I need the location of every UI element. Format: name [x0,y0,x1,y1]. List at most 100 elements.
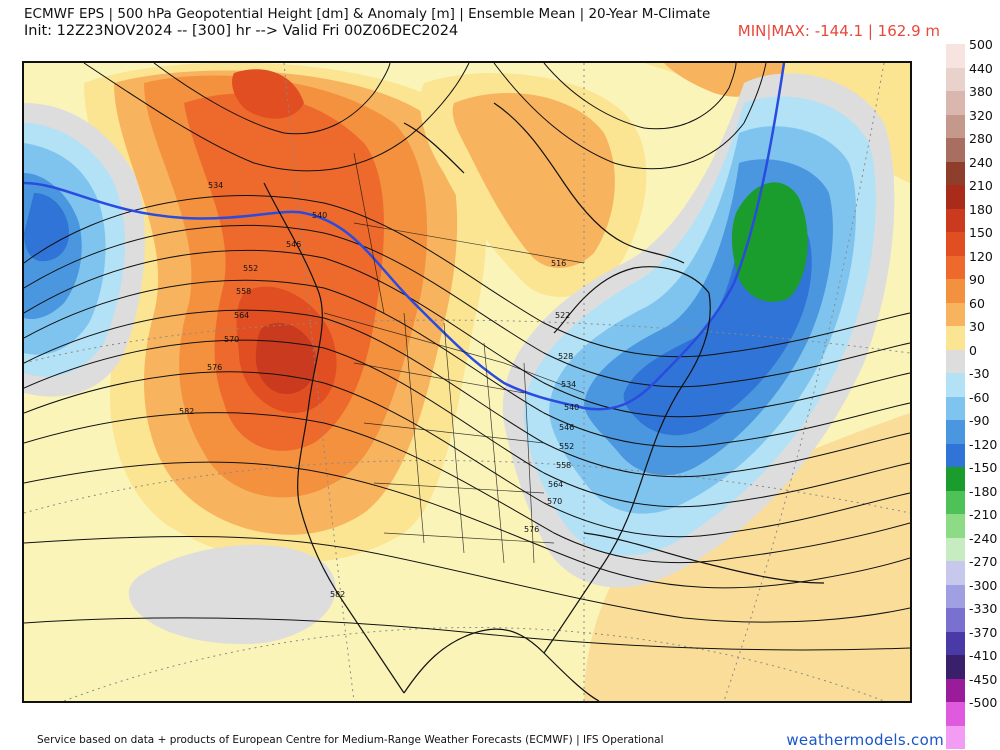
contour-label: 564 [548,480,563,489]
legend-item: 180 [946,202,1000,232]
positive-anomaly-canada [420,73,647,297]
legend-item: -150 [946,460,1000,491]
legend-item: -300 [946,578,1000,608]
contour-label: 552 [243,264,258,273]
contour-label: 570 [224,335,239,344]
legend-swatch [946,702,965,726]
legend-item: -410 [946,648,1000,679]
legend-swatch [946,467,965,491]
legend-item: -210 [946,507,1000,538]
legend-swatch [946,678,965,702]
legend-label: -120 [969,436,998,452]
legend-swatch [946,185,965,209]
legend-item: 120 [946,249,1000,279]
legend-swatch [946,608,965,632]
height-contours [24,63,910,651]
legend-item: -450 [946,672,1000,702]
map-title: ECMWF EPS | 500 hPa Geopotential Height … [24,6,711,22]
legend-item: -500 [946,695,1000,726]
legend-label: 120 [969,248,993,264]
contour-label: 540 [312,211,327,220]
positive-anomaly-atlantic [584,413,910,701]
legend-swatch [946,138,965,162]
legend-label: -30 [969,366,990,381]
contour-label: 546 [286,240,301,249]
coastlines [263,102,825,701]
contour-labels: 534 540 546 552 558 564 570 576 582 516 … [179,181,579,599]
brand-link[interactable]: weathermodels.com [786,731,944,749]
legend-item: -60 [946,390,1000,420]
legend-label: 150 [969,225,993,240]
legend-swatch [946,349,965,373]
legend-item: 30 [946,319,1000,350]
legend-swatch [946,725,965,749]
legend-swatch [946,396,965,420]
legend-label: -210 [969,507,998,522]
legend-swatch [946,232,965,256]
positive-anomaly-ridge [84,63,487,563]
legend-label: 240 [969,154,993,170]
contour-label: 564 [234,311,249,320]
legend-label: -450 [969,671,998,687]
legend-label: 380 [969,84,993,99]
legend-label: -300 [969,577,998,593]
legend-label: 60 [969,295,985,311]
contour-label: 516 [551,259,566,268]
contour-540-highlight [24,63,786,411]
contour-label: 558 [236,287,251,296]
legend-label: -410 [969,648,998,663]
legend-swatch [946,537,965,561]
legend-label: 320 [969,107,993,123]
legend-label: -240 [969,530,998,546]
legend-item: 60 [946,296,1000,326]
legend-swatch [946,420,965,444]
legend-item: 500 [946,37,1000,68]
anomaly-map: 534 540 546 552 558 564 570 576 582 516 … [24,63,910,701]
legend-item [946,725,1000,749]
legend-swatch [946,91,965,115]
legend-swatch [946,326,965,350]
contour-label: 582 [330,590,345,599]
legend-item: 210 [946,178,1000,209]
contour-label: 522 [555,311,570,320]
legend-item: -120 [946,437,1000,467]
legend-swatch [946,373,965,397]
legend-item: -330 [946,601,1000,632]
legend-swatch [946,161,965,185]
legend-label: -180 [969,483,998,499]
legend-swatch [946,279,965,303]
legend-item: 150 [946,225,1000,256]
map-panel: 534 540 546 552 558 564 570 576 582 516 … [22,61,912,703]
contour-label: 576 [524,525,539,534]
legend-swatch [946,514,965,538]
legend-swatch [946,114,965,138]
legend-label: -90 [969,413,990,428]
legend-label: 440 [969,60,993,76]
legend-label: 210 [969,178,993,193]
legend-item: -240 [946,531,1000,561]
legend-swatch [946,67,965,91]
legend-label: 30 [969,319,985,334]
legend-item: -180 [946,484,1000,514]
legend-swatch [946,255,965,279]
contour-label: 534 [208,181,223,190]
contour-label: 534 [561,380,576,389]
contour-label: 552 [559,442,574,451]
legend-swatch [946,208,965,232]
legend-item: -90 [946,413,1000,444]
legend-item: -270 [946,554,1000,585]
legend-label: -370 [969,624,998,640]
contour-label: 540 [564,403,579,412]
contour-label: 558 [556,461,571,470]
legend-swatch [946,443,965,467]
contour-label: 582 [179,407,194,416]
legend-item: 90 [946,272,1000,303]
legend-item: 240 [946,155,1000,185]
legend-label: 0 [969,342,977,358]
legend-swatch [946,44,965,68]
legend-label: 180 [969,201,993,217]
legend-swatch [946,490,965,514]
negative-anomaly-subtropical [128,544,336,644]
contour-label: 576 [207,363,222,372]
contour-label: 528 [558,352,573,361]
